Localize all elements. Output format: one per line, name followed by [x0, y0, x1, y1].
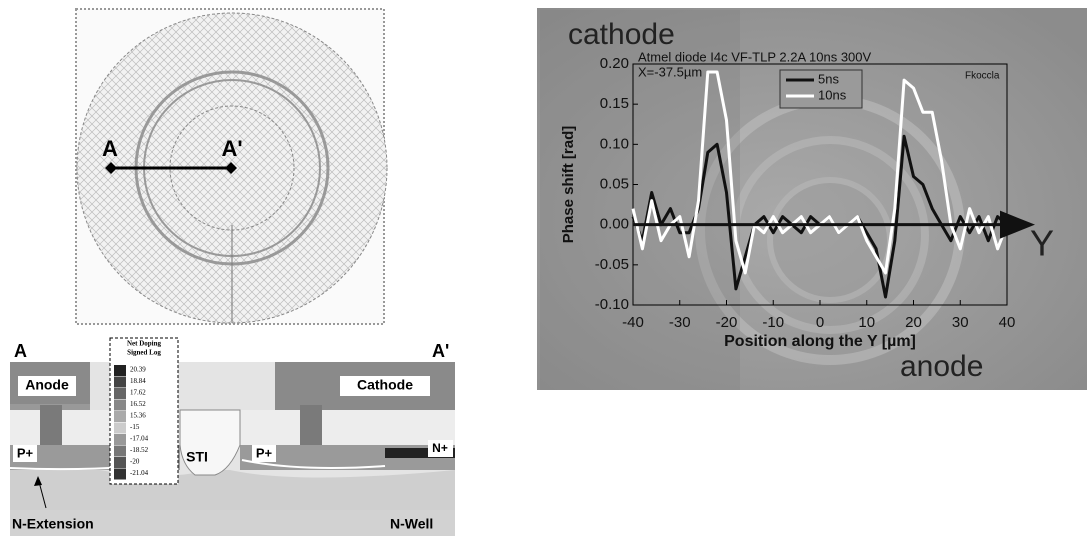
y-tick-label: 0.10 [600, 135, 629, 152]
annotation: Fkoccla [965, 71, 1000, 82]
legend-title: Net Doping [127, 340, 162, 348]
legend-level: 20.39 [130, 366, 146, 374]
via [300, 405, 322, 447]
x-tick-label: -10 [762, 314, 784, 331]
x-tick-label: -30 [669, 314, 691, 331]
section-label: A' [432, 341, 449, 361]
region-label: Cathode [357, 377, 413, 393]
via [40, 405, 62, 447]
page: A A' A A' Anode Cathode P+ P+ STI N+ N-E [0, 0, 1087, 536]
x-tick-label: 10 [858, 314, 875, 331]
region-label: STI [186, 449, 208, 465]
legend-level: -17.04 [130, 435, 149, 443]
legend-level: -20 [130, 458, 140, 466]
annotation: cathode [568, 18, 675, 51]
region-label: Anode [25, 377, 69, 393]
legend-level: 17.62 [130, 389, 146, 397]
legend-level: 15.36 [130, 412, 146, 420]
legend-swatch [114, 411, 126, 422]
y-axis-label: Phase shift [rad] [560, 126, 577, 244]
x-axis-label: Position along the Y [µm] [724, 333, 916, 350]
x-tick-label: 30 [952, 314, 969, 331]
x-tick-label: 20 [905, 314, 922, 331]
region-label: N-Well [390, 516, 433, 532]
region-label: N-Extension [12, 516, 94, 532]
layout-view: A A' [76, 9, 387, 324]
legend-swatch [114, 446, 126, 457]
annotation: anode [900, 350, 983, 383]
legend-swatch [114, 388, 126, 399]
legend-level: -18.52 [130, 446, 149, 454]
y-tick-label: -0.05 [595, 256, 629, 273]
legend-subtitle: Signed Log [127, 349, 161, 357]
legend-level: -15 [130, 423, 140, 431]
chart-title: Atmel diode I4c VF-TLP 2.2A 10ns 300V [638, 49, 872, 64]
legend-swatch [114, 400, 126, 411]
region-label: N+ [432, 441, 448, 455]
doping-legend: Net Doping Signed Log 20.39 18.84 17.62 16.… [110, 338, 178, 484]
legend-label: 5ns [818, 71, 839, 86]
x-tick-label: -40 [622, 314, 644, 331]
y-tick-label: -0.10 [595, 296, 629, 313]
region-label: P+ [256, 445, 273, 460]
cut-label: A [102, 136, 118, 161]
annotation: X=-37.5µm [638, 64, 702, 79]
x-tick-label: -20 [716, 314, 738, 331]
legend-swatch [114, 457, 126, 468]
x-tick-label: 40 [999, 314, 1016, 331]
legend-level: 18.84 [130, 377, 146, 385]
cross-section: A A' Anode Cathode P+ P+ STI N+ N-Extens… [10, 341, 455, 536]
figure: A A' A A' Anode Cathode P+ P+ STI N+ N-E [0, 0, 1087, 536]
section-label: A [14, 341, 27, 361]
cut-label: A' [221, 136, 242, 161]
legend-level: -21.04 [130, 469, 149, 477]
legend-level: 16.52 [130, 400, 146, 408]
legend-swatch [114, 365, 126, 376]
annotation: Y [1030, 223, 1054, 264]
phase-chart: -0.10 -0.05 0.00 0.05 0.10 0.15 0.20 -40 -30 -20 -… [537, 8, 1087, 390]
legend-swatch [114, 377, 126, 388]
y-tick-label: 0.05 [600, 175, 629, 192]
y-tick-label: 0.20 [600, 55, 629, 72]
y-tick-label: 0.00 [600, 216, 629, 233]
legend-label: 10ns [818, 87, 847, 102]
legend-swatch [114, 469, 126, 480]
region-label: P+ [17, 445, 34, 460]
legend-swatch [114, 434, 126, 445]
x-tick-label: 0 [816, 314, 824, 331]
y-tick-label: 0.15 [600, 95, 629, 112]
legend-swatch [114, 423, 126, 434]
oxide [240, 410, 455, 445]
